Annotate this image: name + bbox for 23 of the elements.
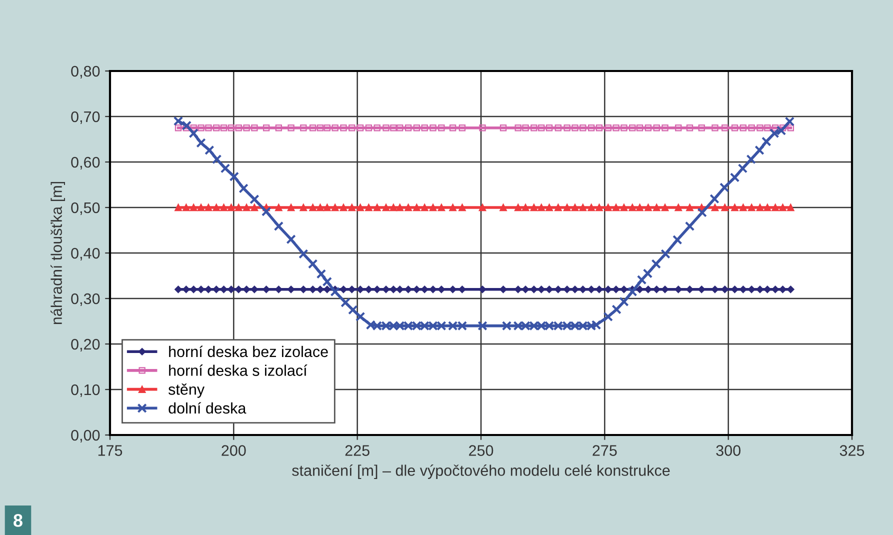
x-axis-title: staničení [m] – dle výpočtového modelu celé konstrukce	[292, 464, 670, 479]
x-tick-label: 175	[98, 445, 122, 456]
x-tick-label: 225	[345, 445, 370, 456]
y-tick-label: 0,40	[71, 248, 100, 260]
legend-label: horní deska s izolací	[169, 364, 308, 376]
legend-label: dolní deska	[168, 402, 246, 414]
y-tick-label: 0,20	[71, 338, 100, 352]
y-tick-label: 0,00	[71, 430, 100, 442]
y-tick-label: 0,30	[71, 293, 100, 306]
y-tick-label: 0,10	[71, 384, 100, 397]
x-tick-label: 325	[840, 445, 864, 456]
y-tick-label: 0,50	[71, 202, 100, 215]
x-tick-label: 200	[222, 445, 246, 456]
y-tick-label: 0,60	[71, 156, 100, 170]
x-tick-label: 250	[469, 445, 494, 456]
y-tick-label: 0,70	[71, 111, 100, 124]
text: 8	[14, 514, 22, 527]
legend-label: stěny	[168, 384, 205, 398]
x-tick-label: 300	[716, 445, 740, 456]
x-tick-label: 275	[592, 445, 617, 456]
legend-label: horní deska bez izolace	[169, 346, 328, 358]
y-axis-title: náhradní tloušťka [m]	[50, 182, 65, 324]
y-tick-label: 0,80	[71, 66, 100, 78]
